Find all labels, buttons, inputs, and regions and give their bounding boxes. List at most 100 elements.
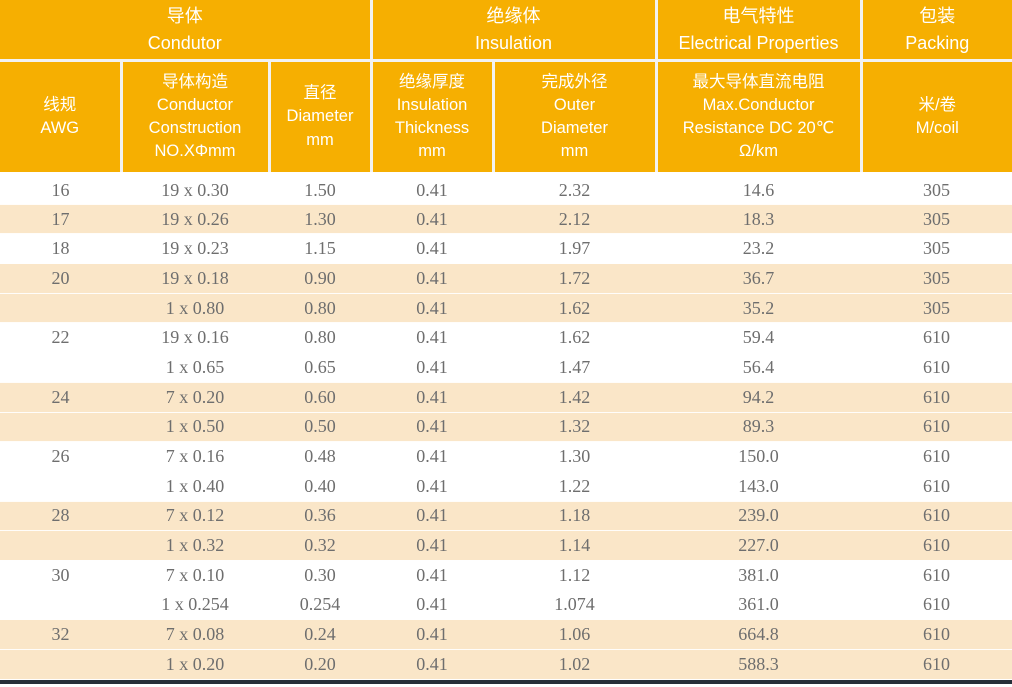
cell-outer-diameter: 2.32 — [493, 174, 657, 205]
header-group-row: 导体 Condutor 绝缘体 Insulation 电气特性 Electric… — [0, 0, 1012, 62]
cell-m-per-coil: 305 — [861, 293, 1012, 324]
cell-m-per-coil: 610 — [861, 382, 1012, 413]
cell-construction: 1 x 0.40 — [121, 471, 269, 502]
cell-resistance: 36.7 — [656, 263, 862, 294]
cell-construction: 7 x 0.12 — [121, 501, 269, 532]
cell-awg: 17 — [0, 204, 121, 235]
table-row: 30 7 x 0.10 0.30 0.41 1.12 381.0 610 — [0, 560, 1012, 591]
header-col-outer-diameter: 完成外径 Outer Diameter mm — [493, 60, 658, 177]
table-row: 1 x 0.40 0.40 0.41 1.22 143.0 610 — [0, 471, 1012, 502]
cell-outer-diameter: 1.42 — [493, 382, 657, 413]
cell-awg: 22 — [0, 322, 121, 354]
cell-construction: 19 x 0.18 — [121, 263, 269, 294]
table-row: 20 19 x 0.18 0.90 0.41 1.72 36.7 305 — [0, 263, 1012, 294]
cell-m-per-coil: 610 — [861, 322, 1012, 354]
header-col-construction: 导体构造 Conductor Construction NO.XΦmm — [121, 60, 271, 177]
header-group-insulation: 绝缘体 Insulation — [371, 0, 658, 62]
cell-construction: 19 x 0.26 — [121, 204, 269, 235]
cell-m-per-coil: 610 — [861, 412, 1012, 443]
cell-outer-diameter: 1.12 — [493, 560, 657, 591]
cell-outer-diameter: 1.30 — [493, 441, 657, 472]
cell-diameter: 0.60 — [269, 382, 372, 413]
cell-resistance: 35.2 — [656, 293, 862, 324]
header-col-insulation-thickness: 绝缘厚度 Insulation Thickness mm — [371, 60, 495, 177]
cell-awg: 32 — [0, 619, 121, 650]
table-row: 26 7 x 0.16 0.48 0.41 1.30 150.0 610 — [0, 441, 1012, 472]
cell-m-per-coil: 610 — [861, 590, 1012, 621]
cell-m-per-coil: 305 — [861, 263, 1012, 294]
header-col-resistance: 最大导体直流电阻 Max.Conductor Resistance DC 20℃… — [656, 60, 863, 177]
cell-m-per-coil: 305 — [861, 174, 1012, 205]
table-row: 1 x 0.65 0.65 0.41 1.47 56.4 610 — [0, 352, 1012, 383]
header-col-m-per-coil: 米/卷 M/coil — [861, 60, 1012, 177]
cell-resistance: 361.0 — [656, 590, 862, 621]
cell-awg: 18 — [0, 233, 121, 265]
cell-outer-diameter: 1.47 — [493, 352, 657, 383]
cell-resistance: 59.4 — [656, 322, 862, 354]
cell-awg: 16 — [0, 174, 121, 205]
cell-resistance: 664.8 — [656, 619, 862, 650]
cell-diameter: 0.90 — [269, 263, 372, 294]
cell-diameter: 0.80 — [269, 322, 372, 354]
cell-construction: 7 x 0.16 — [121, 441, 269, 472]
cell-construction: 1 x 0.254 — [121, 590, 269, 621]
cell-m-per-coil: 610 — [861, 649, 1012, 680]
table-row: 18 19 x 0.23 1.15 0.41 1.97 23.2 305 — [0, 233, 1012, 265]
cell-diameter: 1.15 — [269, 233, 372, 265]
cell-awg: 28 — [0, 501, 121, 532]
cell-awg — [0, 530, 121, 561]
cell-m-per-coil: 610 — [861, 441, 1012, 472]
cell-diameter: 0.65 — [269, 352, 372, 383]
cell-awg — [0, 590, 121, 621]
cell-awg — [0, 293, 121, 324]
cell-construction: 1 x 0.20 — [121, 649, 269, 680]
cell-insulation-thickness: 0.41 — [371, 293, 494, 324]
cell-m-per-coil: 305 — [861, 204, 1012, 235]
cell-awg: 24 — [0, 382, 121, 413]
cell-insulation-thickness: 0.41 — [371, 471, 494, 502]
bottom-rule — [0, 679, 1012, 684]
cell-resistance: 89.3 — [656, 412, 862, 443]
cell-diameter: 0.30 — [269, 560, 372, 591]
cell-insulation-thickness: 0.41 — [371, 441, 494, 472]
cell-insulation-thickness: 0.41 — [371, 649, 494, 680]
cell-insulation-thickness: 0.41 — [371, 560, 494, 591]
cell-construction: 19 x 0.16 — [121, 322, 269, 354]
cell-insulation-thickness: 0.41 — [371, 501, 494, 532]
cell-construction: 1 x 0.50 — [121, 412, 269, 443]
cell-resistance: 143.0 — [656, 471, 862, 502]
cell-outer-diameter: 1.14 — [493, 530, 657, 561]
table-row: 1 x 0.32 0.32 0.41 1.14 227.0 610 — [0, 530, 1012, 561]
table-row: 1 x 0.254 0.254 0.41 1.074 361.0 610 — [0, 590, 1012, 621]
table-row: 24 7 x 0.20 0.60 0.41 1.42 94.2 610 — [0, 382, 1012, 413]
cell-m-per-coil: 610 — [861, 530, 1012, 561]
cell-resistance: 588.3 — [656, 649, 862, 680]
cell-diameter: 1.30 — [269, 204, 372, 235]
cell-m-per-coil: 610 — [861, 560, 1012, 591]
cell-diameter: 0.50 — [269, 412, 372, 443]
cell-awg — [0, 471, 121, 502]
cell-m-per-coil: 610 — [861, 501, 1012, 532]
cell-diameter: 0.36 — [269, 501, 372, 532]
cell-construction: 19 x 0.30 — [121, 174, 269, 205]
cell-resistance: 18.3 — [656, 204, 862, 235]
header-group-packing: 包装 Packing — [861, 0, 1012, 62]
table-row: 22 19 x 0.16 0.80 0.41 1.62 59.4 610 — [0, 322, 1012, 354]
cell-resistance: 23.2 — [656, 233, 862, 265]
cell-diameter: 0.254 — [269, 590, 372, 621]
cell-resistance: 381.0 — [656, 560, 862, 591]
cell-outer-diameter: 1.62 — [493, 322, 657, 354]
cell-insulation-thickness: 0.41 — [371, 382, 494, 413]
cell-insulation-thickness: 0.41 — [371, 322, 494, 354]
cell-construction: 7 x 0.10 — [121, 560, 269, 591]
cell-resistance: 227.0 — [656, 530, 862, 561]
cell-diameter: 0.20 — [269, 649, 372, 680]
cell-construction: 19 x 0.23 — [121, 233, 269, 265]
table-row: 32 7 x 0.08 0.24 0.41 1.06 664.8 610 — [0, 619, 1012, 650]
cell-outer-diameter: 1.72 — [493, 263, 657, 294]
cell-resistance: 56.4 — [656, 352, 862, 383]
cell-outer-diameter: 1.97 — [493, 233, 657, 265]
cell-construction: 1 x 0.32 — [121, 530, 269, 561]
cell-outer-diameter: 1.62 — [493, 293, 657, 324]
